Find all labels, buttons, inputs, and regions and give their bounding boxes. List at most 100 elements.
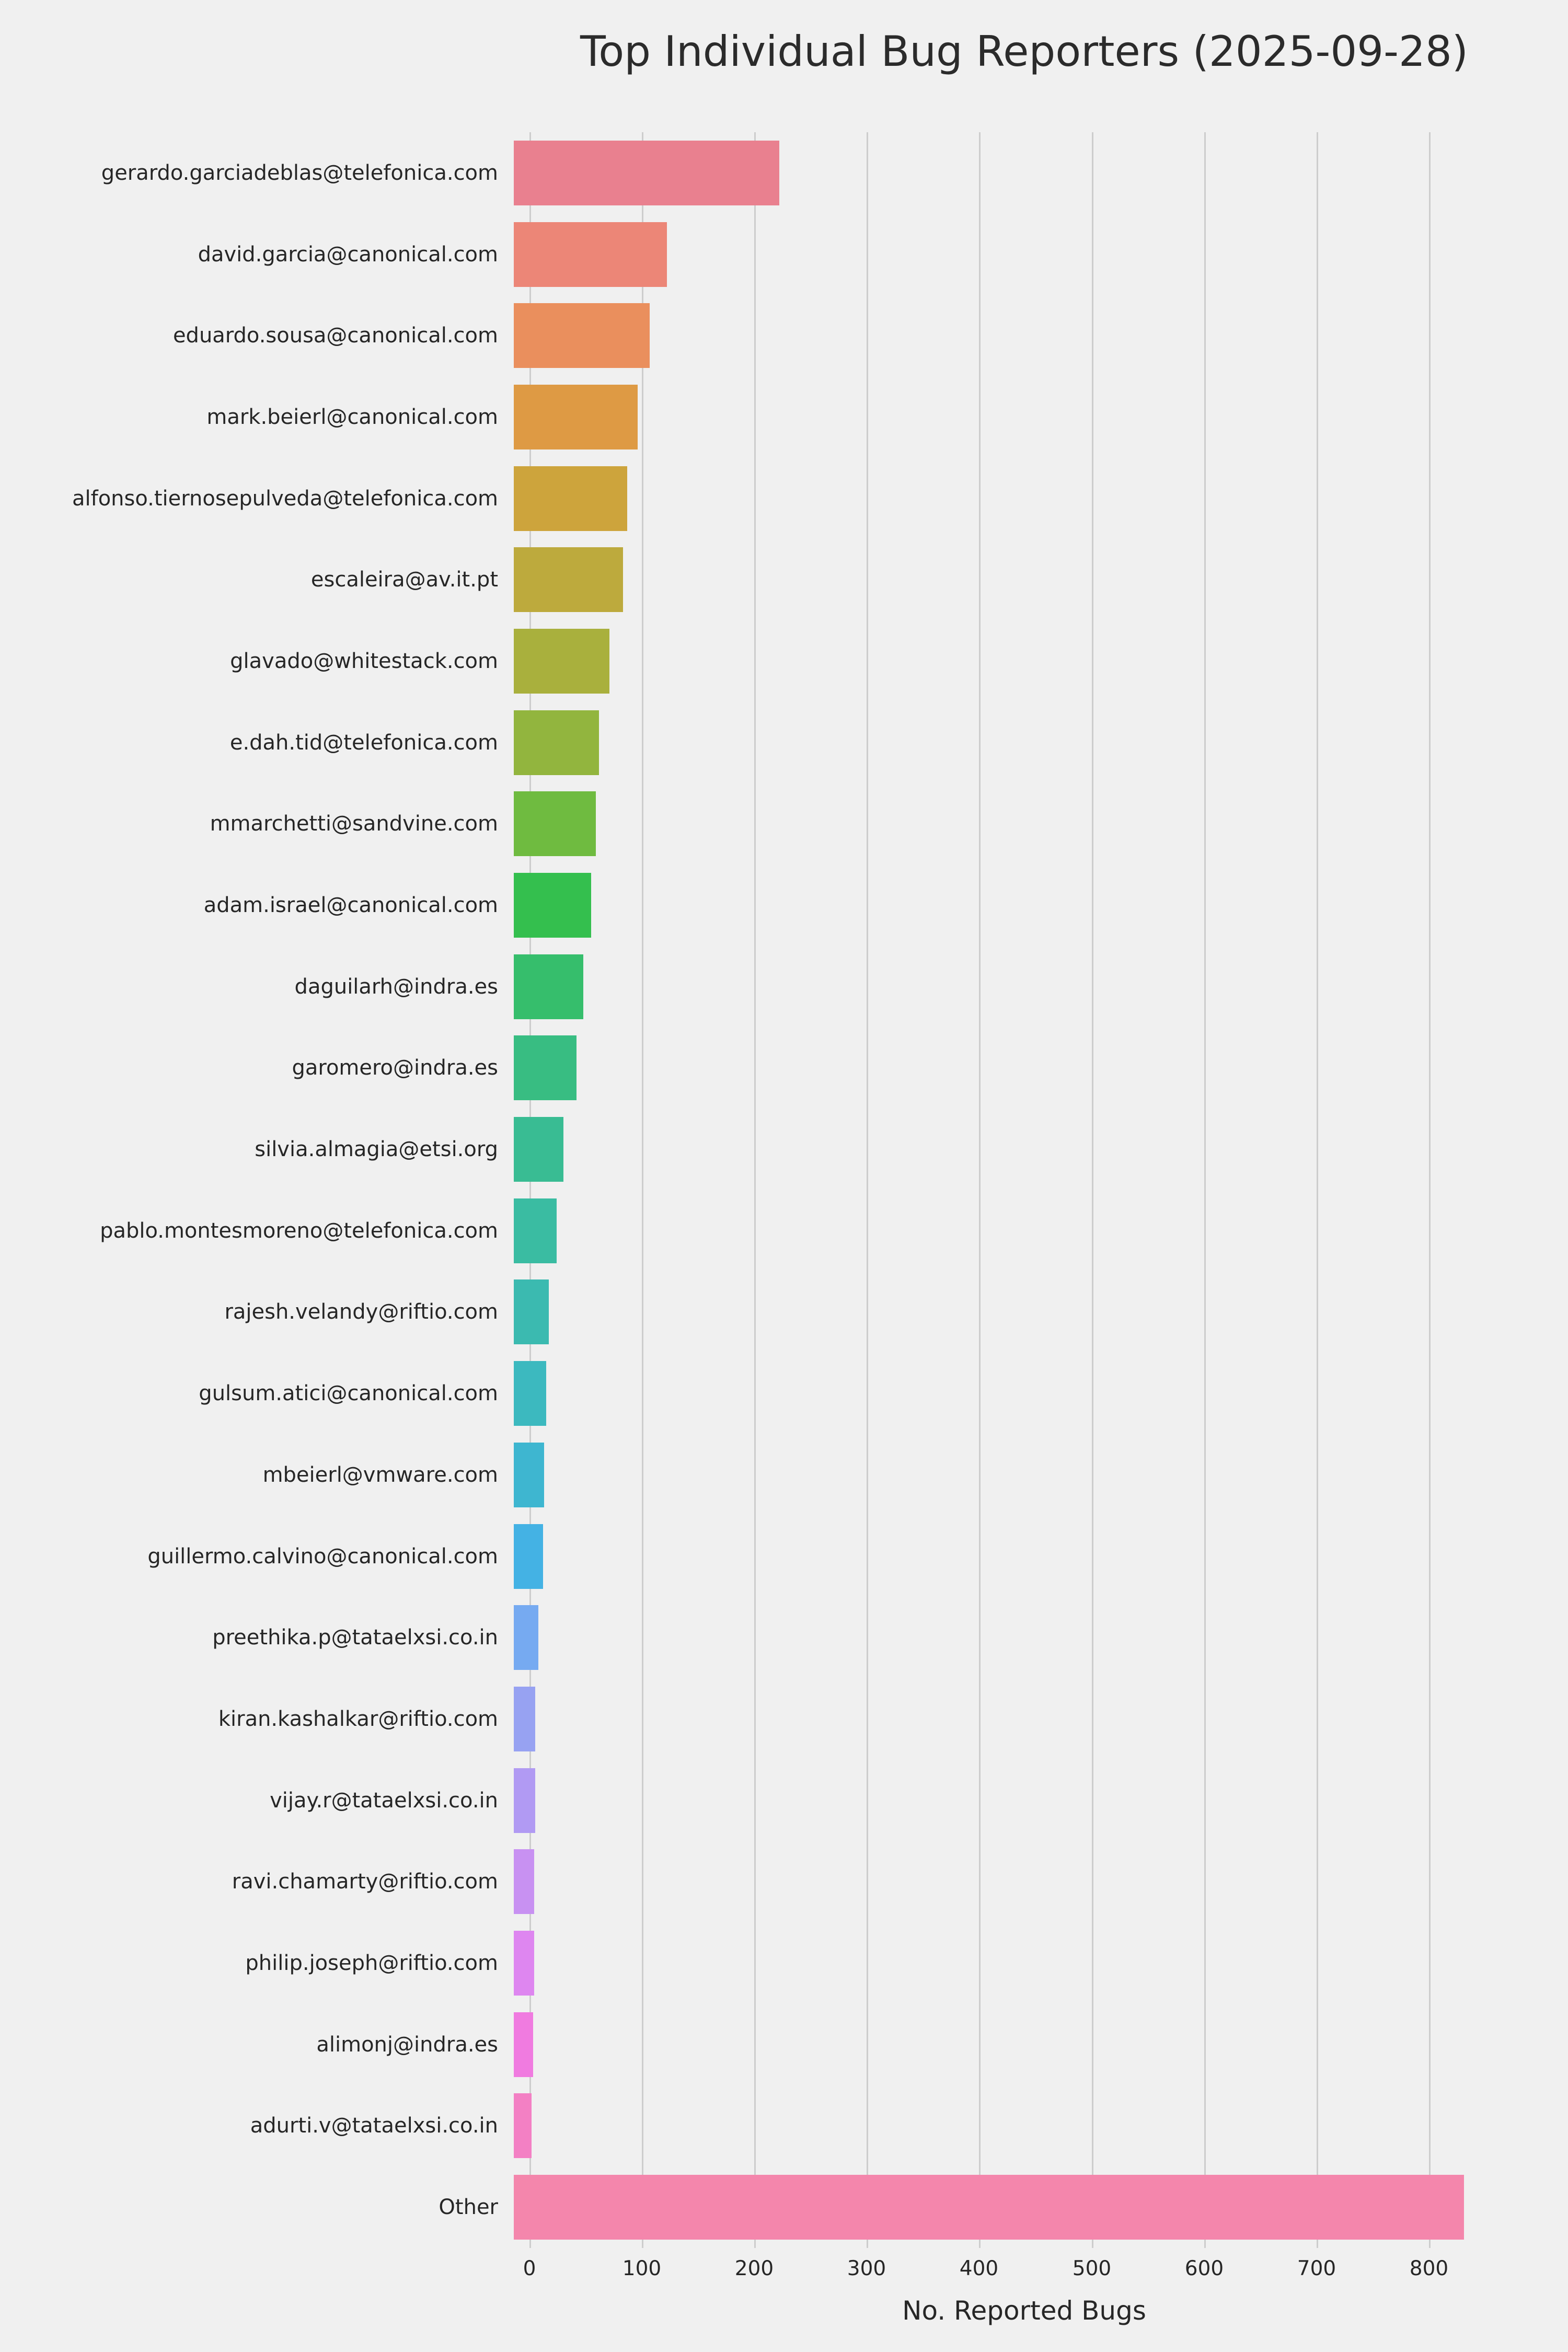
bar: [514, 1198, 557, 1263]
bar: [514, 2012, 533, 2077]
category-label: gulsum.atici@canonical.com: [199, 1381, 498, 1406]
bar-track: [514, 946, 1519, 1028]
category-label: gerardo.garciadeblas@telefonica.com: [101, 160, 498, 185]
x-tick-label: 800: [1409, 2257, 1449, 2280]
bar: [514, 303, 650, 368]
bar: [514, 466, 627, 531]
bar: [514, 1768, 535, 1833]
chart-row: Other: [0, 2166, 1519, 2248]
category-label: daguilarh@indra.es: [294, 974, 498, 999]
category-label: silvia.almagia@etsi.org: [255, 1137, 498, 1162]
chart-row: daguilarh@indra.es: [0, 946, 1519, 1028]
chart-row: alimonj@indra.es: [0, 2004, 1519, 2085]
x-tick-label: 400: [959, 2257, 999, 2280]
gridline: [1204, 132, 1206, 2248]
category-label: alimonj@indra.es: [316, 2032, 498, 2057]
category-label: adurti.v@tataelxsi.co.in: [250, 2114, 498, 2138]
chart-row: eduardo.sousa@canonical.com: [0, 295, 1519, 376]
x-tick-label: 300: [847, 2257, 886, 2280]
bar: [514, 1442, 544, 1507]
chart-row: escaleira@av.it.pt: [0, 539, 1519, 620]
x-tick-label: 200: [734, 2257, 774, 2280]
category-label: vijay.r@tataelxsi.co.in: [270, 1788, 498, 1813]
chart-row: mbeierl@vmware.com: [0, 1434, 1519, 1516]
bar-track: [514, 214, 1519, 295]
bar-rows-container: gerardo.garciadeblas@telefonica.com david…: [0, 132, 1519, 2248]
chart-row: adam.israel@canonical.com: [0, 864, 1519, 946]
bar: [514, 1605, 538, 1670]
bar: [514, 2093, 532, 2159]
chart-row: david.garcia@canonical.com: [0, 214, 1519, 295]
bar-track: [514, 2085, 1519, 2167]
bar-track: [514, 864, 1519, 946]
bar: [514, 547, 623, 613]
category-label: guillermo.calvino@canonical.com: [147, 1544, 498, 1569]
bar: [514, 1035, 577, 1101]
x-tick-label: 600: [1184, 2257, 1224, 2280]
plot-grid-layer: [529, 132, 1519, 2248]
chart-row: pablo.montesmoreno@telefonica.com: [0, 1190, 1519, 1272]
category-label: garomero@indra.es: [292, 1056, 498, 1080]
category-label: alfonso.tiernosepulveda@telefonica.com: [72, 486, 498, 511]
chart-row: garomero@indra.es: [0, 1028, 1519, 1109]
bar: [514, 222, 667, 287]
chart-row: mmarchetti@sandvine.com: [0, 783, 1519, 865]
bar-track: [514, 620, 1519, 702]
bar: [514, 1117, 563, 1182]
bar-track: [514, 1190, 1519, 1272]
category-label: kiran.kashalkar@riftio.com: [218, 1707, 498, 1731]
bar-track: [514, 458, 1519, 539]
chart-row: preethika.p@tataelxsi.co.in: [0, 1597, 1519, 1678]
chart-title: Top Individual Bug Reporters (2025-09-28…: [580, 27, 1469, 76]
bar-track: [514, 2166, 1519, 2248]
bar-track: [514, 1109, 1519, 1190]
bar-track: [514, 1516, 1519, 1597]
bar: [514, 1279, 549, 1345]
category-label: pablo.montesmoreno@telefonica.com: [100, 1218, 498, 1243]
gridline: [754, 132, 756, 2248]
bar: [514, 710, 599, 775]
gridline: [529, 132, 531, 2248]
category-label: adam.israel@canonical.com: [203, 893, 498, 918]
chart-row: glavado@whitestack.com: [0, 620, 1519, 702]
category-label: ravi.chamarty@riftio.com: [232, 1870, 498, 1894]
x-axis-label: No. Reported Bugs: [902, 2296, 1146, 2326]
category-label: Other: [439, 2195, 498, 2220]
x-axis-ticks: 0 100 200 300 400 500 600 700 800: [0, 2257, 1568, 2288]
chart-row: silvia.almagia@etsi.org: [0, 1109, 1519, 1190]
category-label: glavado@whitestack.com: [230, 649, 498, 673]
chart-row: rajesh.velandy@riftio.com: [0, 1272, 1519, 1353]
bar: [514, 384, 638, 449]
chart-row: alfonso.tiernosepulveda@telefonica.com: [0, 458, 1519, 539]
bar-track: [514, 1434, 1519, 1516]
chart-row: ravi.chamarty@riftio.com: [0, 1841, 1519, 1922]
bar: [514, 1524, 543, 1589]
bar-track: [514, 1597, 1519, 1678]
bar: [514, 2175, 1464, 2240]
bar: [514, 140, 779, 205]
gridline: [1317, 132, 1318, 2248]
category-label: eduardo.sousa@canonical.com: [172, 324, 498, 348]
gridline: [979, 132, 981, 2248]
bar-track: [514, 1760, 1519, 1841]
chart-row: mark.beierl@canonical.com: [0, 376, 1519, 458]
category-label: escaleira@av.it.pt: [310, 568, 498, 592]
bar: [514, 954, 583, 1019]
bar: [514, 1930, 534, 1996]
bar-track: [514, 295, 1519, 376]
gridline: [642, 132, 643, 2248]
gridline: [867, 132, 868, 2248]
bar-track: [514, 2004, 1519, 2085]
chart-row: kiran.kashalkar@riftio.com: [0, 1678, 1519, 1760]
chart-row: gulsum.atici@canonical.com: [0, 1353, 1519, 1434]
category-label: rajesh.velandy@riftio.com: [224, 1300, 498, 1324]
bar: [514, 628, 609, 694]
chart-row: guillermo.calvino@canonical.com: [0, 1516, 1519, 1597]
bar: [514, 873, 591, 938]
chart-row: philip.joseph@riftio.com: [0, 1922, 1519, 2004]
category-label: mbeierl@vmware.com: [262, 1462, 498, 1487]
bar: [514, 1361, 546, 1426]
bar-track: [514, 1922, 1519, 2004]
category-label: preethika.p@tataelxsi.co.in: [212, 1625, 498, 1650]
bar-track: [514, 1353, 1519, 1434]
